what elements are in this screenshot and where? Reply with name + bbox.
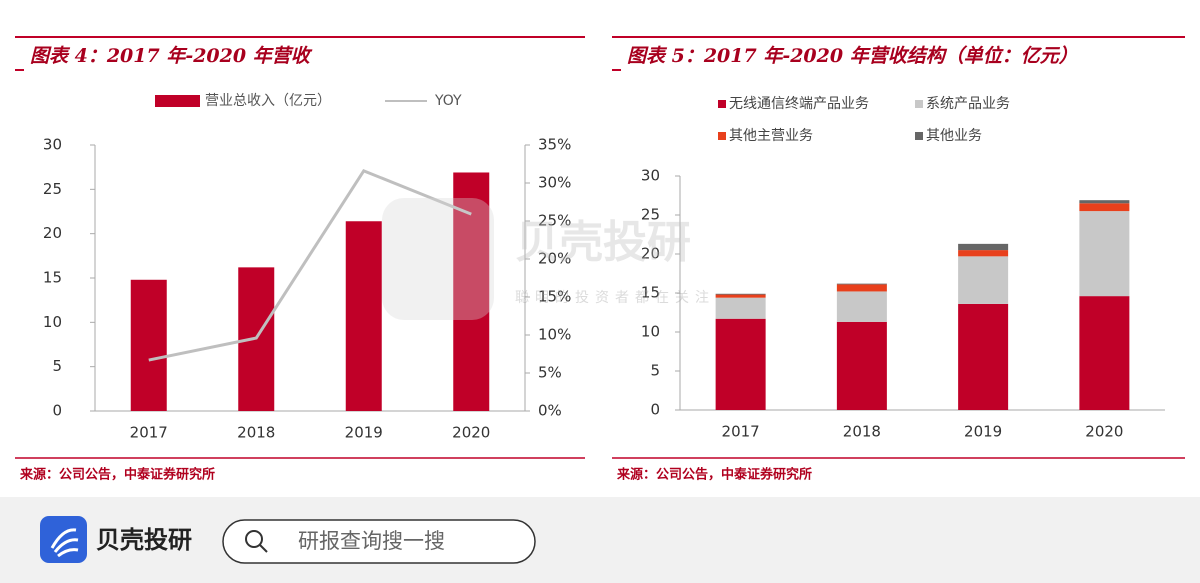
y-tick-label: 25 [641,206,660,224]
x-tick-label: 2017 [722,423,760,441]
chart-title: 图表 5：2017 年-2020 年营收结构（单位：亿元） [627,45,1078,67]
bar-segment [836,321,887,410]
watermark-brand: 贝壳投研 [515,217,691,268]
chart-title: 图表 4：2017 年-2020 年营收 [30,45,313,67]
legend-swatch [915,100,923,108]
bar [453,172,490,411]
bar-segment [836,284,887,292]
bar [130,279,167,411]
y-tick-label: 5 [650,362,660,380]
legend-swatch [718,100,726,108]
watermark: 贝壳投研 聪明的投资者都在关注 [382,198,715,320]
y-tick-label: 15 [43,269,62,287]
legend-swatch [915,132,923,140]
footer-bar [0,497,1200,583]
bar [345,221,382,411]
y2-tick-label: 25% [538,212,571,230]
bar-segment [1079,203,1130,212]
x-tick-label: 2019 [345,424,383,442]
search-box[interactable] [222,519,536,564]
bar-segment [715,318,766,410]
legend-label: YOY [434,93,462,109]
bar-segment [1079,200,1130,204]
yoy-line [148,168,472,362]
y-tick-label: 30 [641,167,660,185]
legend-label: 无线通信终端产品业务 [729,96,869,112]
bar-segment [958,256,1009,304]
legend-label: 营业总收入（亿元） [205,93,331,109]
x-tick-label: 2019 [964,423,1002,441]
y2-tick-label: 20% [538,250,571,268]
footer-logo[interactable] [40,516,87,563]
x-tick-label: 2020 [452,424,490,442]
search-placeholder[interactable]: 研报查询搜一搜 [298,529,445,553]
bar-segment [958,303,1009,410]
y-tick-label: 15 [641,284,660,302]
y-tick-label: 20 [43,224,62,242]
y2-tick-label: 35% [538,136,571,154]
bar-segment [958,250,1009,257]
search-icon [259,544,268,553]
bar-segment [1079,211,1130,297]
x-tick-label: 2020 [1085,423,1123,441]
y-tick-label: 10 [641,323,660,341]
bar-segment [836,291,887,322]
bar-segment [715,297,766,319]
watermark-slogan: 聪明的投资者都在关注 [515,290,715,306]
bar-segment [836,283,887,285]
y2-tick-label: 5% [538,364,562,382]
x-tick-label: 2018 [237,424,275,442]
legend-label: 系统产品业务 [926,96,1010,112]
source-note: 来源：公司公告，中泰证券研究所 [19,467,215,483]
y2-tick-label: 10% [538,326,571,344]
footer-brand[interactable]: 贝壳投研 [96,526,192,554]
legend-label: 其他业务 [926,128,982,144]
x-tick-label: 2018 [843,423,881,441]
search-icon [245,530,263,548]
y-tick-label: 25 [43,180,62,198]
bar-segment [1079,296,1130,410]
legend-swatch [718,132,726,140]
y-tick-label: 0 [52,402,62,420]
bar-segment [958,243,1009,251]
y-tick-label: 5 [52,357,62,375]
logo-glyph [50,528,79,558]
bar-segment [715,294,766,298]
y-tick-label: 0 [650,401,660,419]
y-tick-label: 30 [43,136,62,154]
y2-tick-label: 15% [538,288,571,306]
legend-label: 其他主营业务 [729,128,813,144]
y2-tick-label: 30% [538,174,571,192]
x-tick-label: 2017 [130,424,168,442]
watermark-logo [382,198,494,320]
charts: 0 5 10 15 20 25 30 2017 2018 2019 2020 0% 5% 10% 15% 20… [43,93,1165,442]
y-tick-label: 10 [43,313,62,331]
source-note: 来源：公司公告，中泰证券研究所 [616,467,812,483]
y-tick-label: 20 [641,245,660,263]
legend-swatch [155,95,200,107]
bar-segment [715,293,766,295]
y2-tick-label: 0% [538,402,562,420]
